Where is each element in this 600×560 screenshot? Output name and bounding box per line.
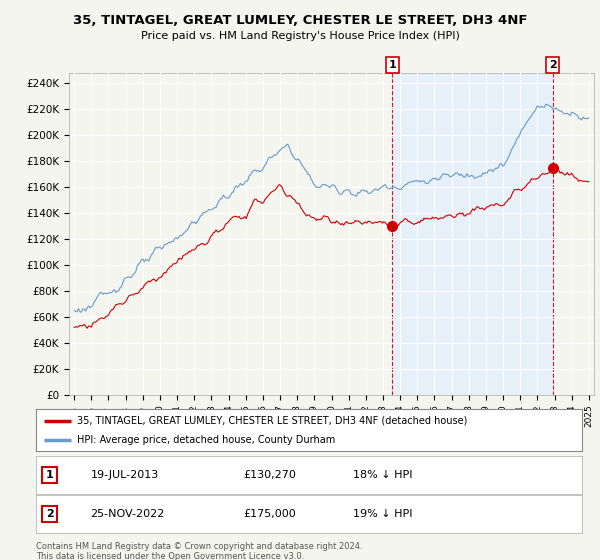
Text: 1: 1 xyxy=(388,60,396,70)
Text: 19-JUL-2013: 19-JUL-2013 xyxy=(91,470,159,480)
Text: Contains HM Land Registry data © Crown copyright and database right 2024.
This d: Contains HM Land Registry data © Crown c… xyxy=(36,542,362,560)
Text: 18% ↓ HPI: 18% ↓ HPI xyxy=(353,470,412,480)
Text: 1: 1 xyxy=(46,470,53,480)
Text: 25-NOV-2022: 25-NOV-2022 xyxy=(91,509,165,519)
Text: Price paid vs. HM Land Registry's House Price Index (HPI): Price paid vs. HM Land Registry's House … xyxy=(140,31,460,41)
Text: 35, TINTAGEL, GREAT LUMLEY, CHESTER LE STREET, DH3 4NF: 35, TINTAGEL, GREAT LUMLEY, CHESTER LE S… xyxy=(73,14,527,27)
Text: 2: 2 xyxy=(46,509,53,519)
Text: £175,000: £175,000 xyxy=(244,509,296,519)
Text: £130,270: £130,270 xyxy=(244,470,296,480)
Text: HPI: Average price, detached house, County Durham: HPI: Average price, detached house, Coun… xyxy=(77,435,335,445)
Text: 35, TINTAGEL, GREAT LUMLEY, CHESTER LE STREET, DH3 4NF (detached house): 35, TINTAGEL, GREAT LUMLEY, CHESTER LE S… xyxy=(77,416,467,426)
Text: 2: 2 xyxy=(549,60,557,70)
Bar xyxy=(392,73,553,395)
Text: 19% ↓ HPI: 19% ↓ HPI xyxy=(353,509,412,519)
